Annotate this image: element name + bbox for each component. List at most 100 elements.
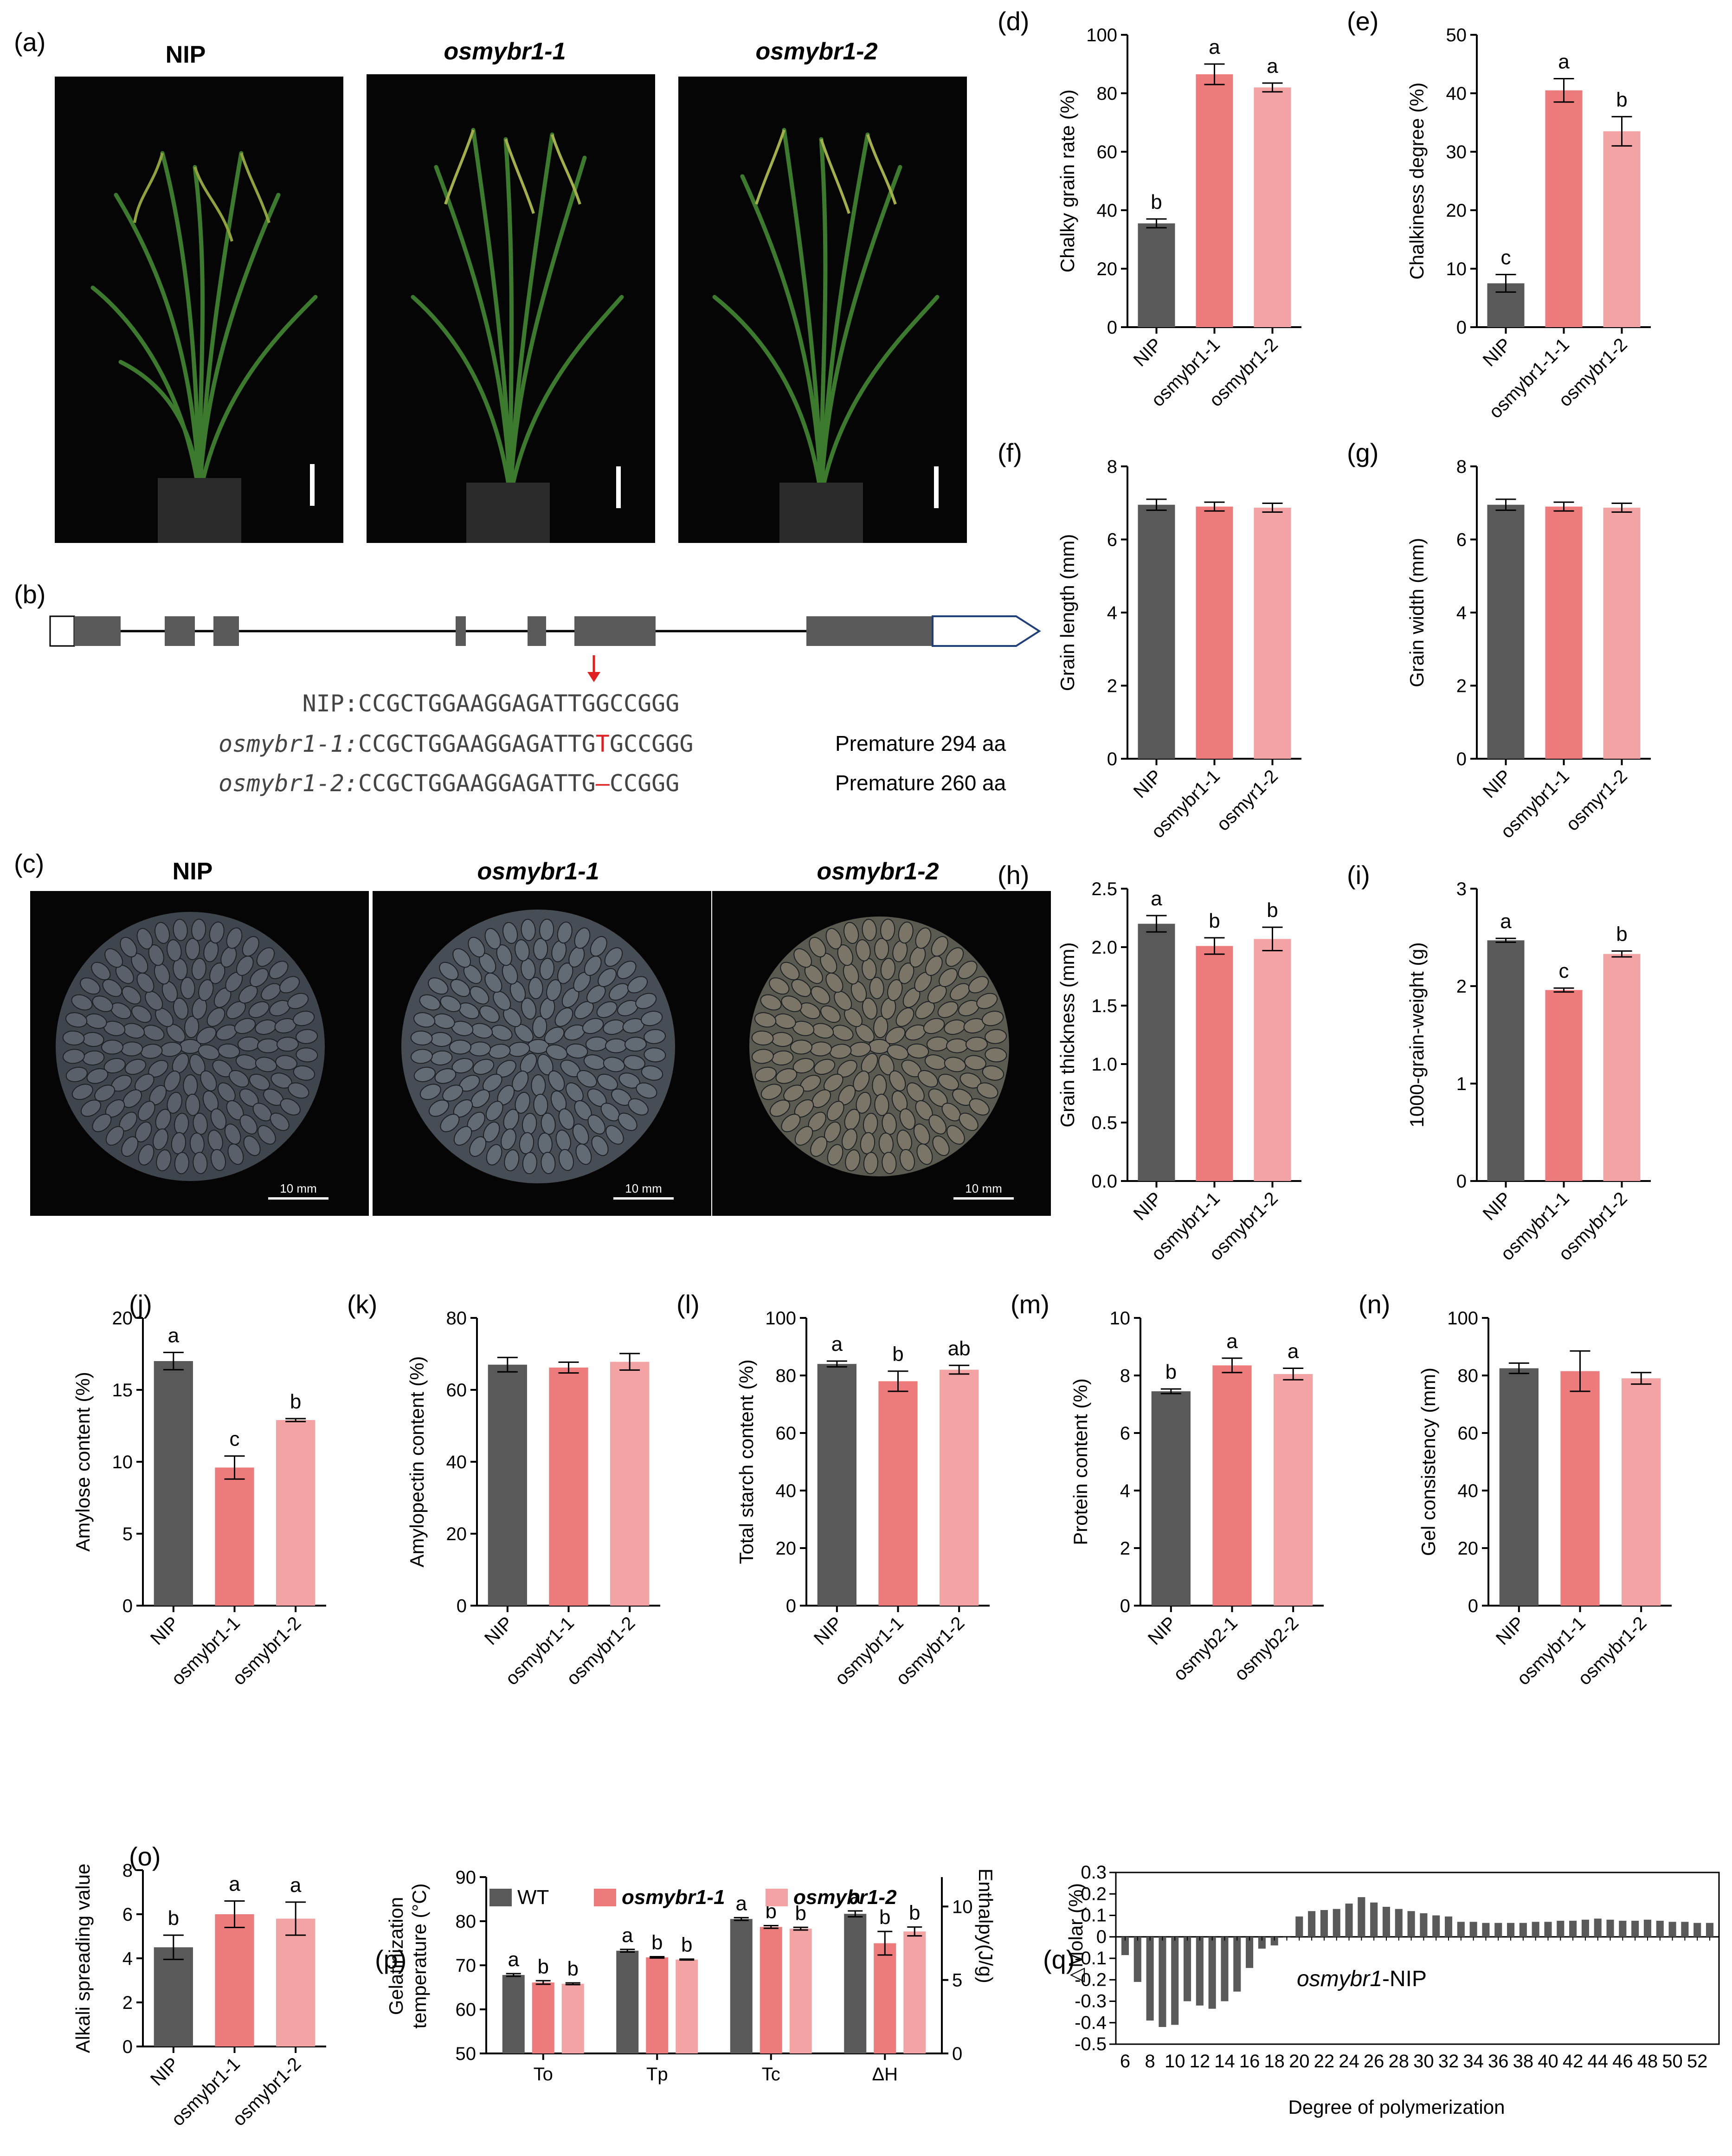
seed-grain xyxy=(869,977,884,1000)
y-tick-label: 4 xyxy=(1120,1481,1130,1501)
y-tick-label: 40 xyxy=(776,1481,797,1501)
dp-bar-50 xyxy=(1668,1922,1676,1937)
y-tick-label: 1 xyxy=(1456,1074,1467,1094)
y-tick-label: 0 xyxy=(1096,1927,1107,1947)
seed-grain xyxy=(173,997,189,1020)
dp-bar-36 xyxy=(1494,1923,1502,1937)
y-tick-label: 80 xyxy=(1458,1366,1479,1386)
significance-letter: a xyxy=(1151,887,1162,910)
y-axis-label: Chalky grain rate (%) xyxy=(1056,90,1078,272)
seed-grain xyxy=(809,936,826,958)
dp-bar-27 xyxy=(1382,1907,1391,1937)
significance-letter: a xyxy=(1226,1330,1238,1353)
y-axis-label: Alkali spreading value xyxy=(72,1864,94,2053)
x-tick-label: 8 xyxy=(1145,2051,1155,2072)
panel-label-c: (c) xyxy=(14,849,44,878)
seq-note-mut2: Premature 260 aa xyxy=(835,771,1006,795)
seed-grain xyxy=(944,1057,966,1072)
seed-grain xyxy=(899,1149,915,1171)
significance-letter: b xyxy=(538,1955,549,1978)
y-tick-label: 10 xyxy=(1446,259,1467,279)
seed-grain xyxy=(916,1143,933,1165)
y-axis-label: 1000-grain-weight (g) xyxy=(1406,942,1428,1127)
seed-grain xyxy=(442,1084,464,1102)
significance-letter: b xyxy=(1209,910,1220,932)
y-tick-label: -0.2 xyxy=(1075,1969,1107,1990)
seed-grain xyxy=(825,972,843,993)
bar-osmyb2-1 xyxy=(1212,1365,1252,1606)
photo-title-mut2: osmybr1-2 xyxy=(756,38,878,65)
y-tick-label: 0.0 xyxy=(1091,1171,1117,1192)
dp-bar-8 xyxy=(1146,1937,1154,2021)
bar-osmybr1-1 xyxy=(1196,74,1233,328)
y-tick-label: 0 xyxy=(122,1596,133,1616)
photo-title-mut1: osmybr1-1 xyxy=(444,38,566,65)
seed-grain xyxy=(469,1041,491,1057)
seed-grain xyxy=(887,979,903,1001)
seed-grain xyxy=(627,976,648,994)
seed-grain xyxy=(184,1016,200,1039)
significance-letter: b xyxy=(681,1934,692,1956)
legend-swatch xyxy=(594,1889,616,1906)
seed-grain xyxy=(577,1070,597,1088)
seed-grain xyxy=(209,962,225,984)
seed-grain xyxy=(196,1026,217,1045)
bar-NIP xyxy=(1138,504,1175,759)
y-tick-label: 0 xyxy=(1107,317,1117,338)
seed-grain xyxy=(937,1001,959,1018)
seed-grain xyxy=(546,979,562,1001)
seed-grain xyxy=(541,1152,556,1175)
seed-grain xyxy=(255,1057,277,1072)
seed-grain xyxy=(860,1132,876,1155)
plot-frame xyxy=(1115,1872,1720,2045)
seed-grain xyxy=(856,939,871,962)
scale-label-mut1: 10 mm xyxy=(625,1181,662,1195)
seed-grain xyxy=(191,918,206,941)
x-tick-label: 48 xyxy=(1637,2051,1658,2072)
seed-grain xyxy=(590,936,607,957)
seed-grain xyxy=(882,1152,897,1175)
bar-To-osmybr1-1 xyxy=(532,1982,554,2053)
seed-grain xyxy=(164,1070,181,1092)
seed-grain xyxy=(224,1123,241,1145)
seed-grain xyxy=(781,1114,801,1132)
panel-label-k: (k) xyxy=(347,1290,377,1319)
seed-grain xyxy=(287,993,309,1009)
seed-grain xyxy=(122,986,142,1005)
y-tick-label: 0 xyxy=(1456,317,1467,338)
x-tick-label: ΔH xyxy=(872,2064,898,2085)
seed-grain xyxy=(515,1091,530,1114)
x-tick-label: 18 xyxy=(1264,2051,1285,2072)
x-tick-label: 32 xyxy=(1438,2051,1459,2072)
seed-grain xyxy=(148,944,164,966)
dp-bar-10 xyxy=(1171,1937,1179,2025)
seq-note-mut1: Premature 294 aa xyxy=(835,731,1006,755)
seed-grain xyxy=(521,918,536,941)
seed-grain xyxy=(596,1001,618,1018)
seed-grain xyxy=(136,928,153,949)
y-tick-label: 6 xyxy=(1456,530,1467,550)
seed-grain xyxy=(269,961,289,979)
bar-osmybr1-2 xyxy=(276,1918,315,2046)
y-tick-label: 20 xyxy=(776,1538,797,1559)
y-tick-label: 15 xyxy=(112,1380,133,1401)
seed-grain xyxy=(121,1136,139,1157)
x-tick-label: 6 xyxy=(1120,2051,1130,2072)
panel-label-q: (q) xyxy=(1043,1945,1075,1974)
seed-grain xyxy=(104,948,123,968)
bar-osmybr1-1 xyxy=(1560,1371,1600,1606)
bar-osmybr1-1 xyxy=(549,1367,588,1606)
seed-title-nip: NIP xyxy=(173,858,213,885)
dp-bar-33 xyxy=(1457,1922,1465,1937)
y-tick-label: 10 xyxy=(112,1452,133,1472)
dp-bar-46 xyxy=(1619,1921,1627,1937)
panel-label-f: (f) xyxy=(998,438,1022,467)
seed-grain xyxy=(296,1029,318,1044)
x-tick-label: NIP xyxy=(481,1613,517,1649)
dp-bar-12 xyxy=(1196,1937,1204,2006)
seed-grain xyxy=(927,985,947,1004)
seed-grain xyxy=(428,977,449,995)
seed-grain xyxy=(121,1041,143,1057)
